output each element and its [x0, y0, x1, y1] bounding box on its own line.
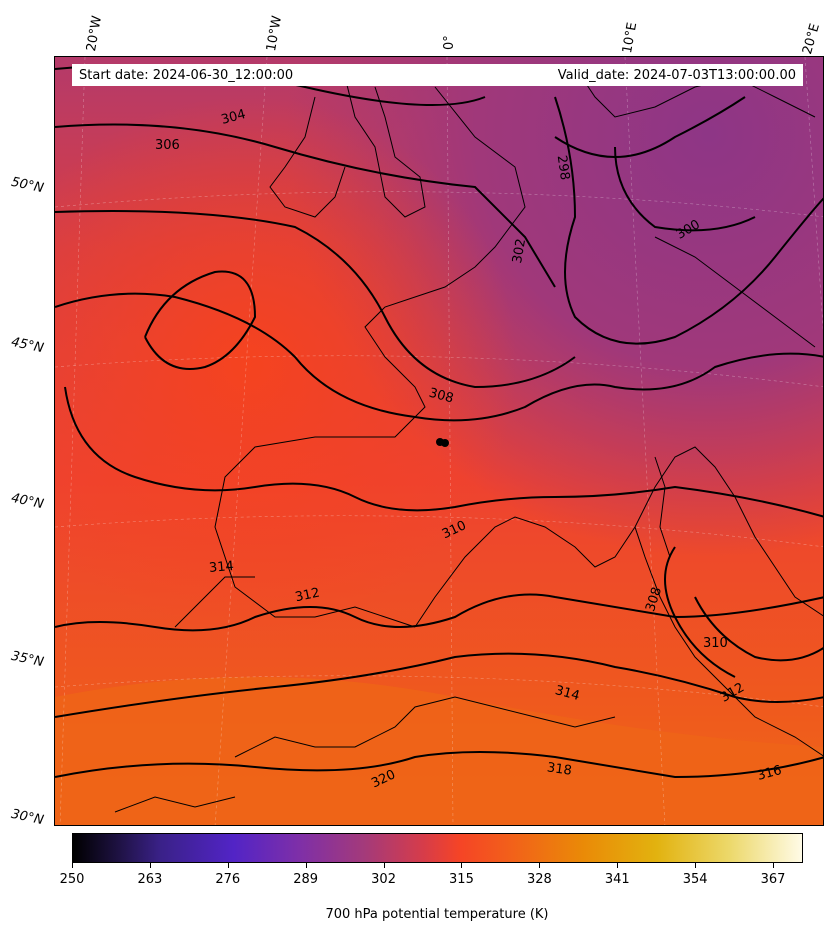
colorbar-tick-mark: [695, 863, 697, 868]
contour-label: 302: [510, 237, 529, 264]
contour-label: 306: [155, 138, 180, 153]
colorbar: [72, 833, 803, 863]
contour-label: 298: [554, 154, 572, 181]
colorbar-tick-label: 328: [526, 872, 552, 887]
map-panel: 304 306 298 300 302 308 310 308 312 314 …: [54, 56, 824, 826]
contour-label: 318: [546, 760, 573, 778]
colorbar-label: 700 hPa potential temperature (K): [325, 907, 549, 922]
colorbar-tick-label: 250: [59, 872, 85, 887]
colorbar-tick-label: 354: [682, 872, 708, 887]
colorbar-tick-mark: [461, 863, 463, 868]
colorbar-tick-mark: [72, 863, 73, 868]
contour-label: 314: [208, 559, 234, 576]
lon-label-20w: 20°W: [84, 14, 106, 53]
contour-label: 312: [294, 585, 321, 605]
lon-label-10e: 10°E: [620, 21, 641, 55]
colorbar-tick-label: 341: [604, 872, 630, 887]
date-info-box: Start date: 2024-06-30_12:00:00 Valid_da…: [72, 64, 803, 86]
colorbar-tick-label: 263: [137, 872, 163, 887]
start-date-text: Start date: 2024-06-30_12:00:00: [79, 67, 294, 83]
colorbar-tick-mark: [227, 863, 229, 868]
colorbar-tick-label: 289: [293, 872, 319, 887]
contour-label: 308: [427, 386, 455, 407]
contour-label: 308: [643, 585, 665, 613]
colorbar-tick-mark: [149, 863, 151, 868]
warm-south-band: [55, 677, 823, 825]
contour-label: 316: [756, 763, 784, 784]
colorbar-tick-label: 367: [760, 872, 786, 887]
colorbar-tick-mark: [539, 863, 541, 868]
map-canvas: 304 306 298 300 302 308 310 308 312 314 …: [55, 57, 823, 825]
colorbar-tick-label: 276: [215, 872, 241, 887]
lat-label-45n: 45°N: [9, 334, 45, 357]
contour-label: 304: [220, 107, 248, 128]
colorbar-tick-label: 302: [371, 872, 396, 887]
island-markers: [436, 438, 449, 447]
valid-date-text: Valid_date: 2024-07-03T13:00:00.00: [557, 67, 796, 83]
contour-label: 314: [553, 683, 581, 704]
colorbar-tick-mark: [383, 863, 385, 868]
lat-label-30n: 30°N: [9, 806, 45, 829]
contour-label: 310: [703, 636, 728, 651]
lat-label-50n: 50°N: [9, 174, 45, 197]
colorbar-tick-mark: [773, 863, 775, 868]
lat-label-40n: 40°N: [9, 490, 45, 513]
colorbar-tick-label: 315: [449, 872, 474, 887]
lon-label-20e: 20°E: [800, 21, 824, 57]
lon-label-0: 0°: [442, 35, 457, 50]
colorbar-tick-mark: [617, 863, 619, 868]
colorbar-tick-mark: [305, 863, 307, 868]
lon-label-10w: 10°W: [264, 14, 286, 53]
contour-value-labels: 304 306 298 300 302 308 310 308 312 314 …: [155, 107, 783, 791]
lat-label-35n: 35°N: [9, 648, 45, 671]
contour-lines: [55, 64, 823, 779]
graticule: [55, 57, 823, 825]
